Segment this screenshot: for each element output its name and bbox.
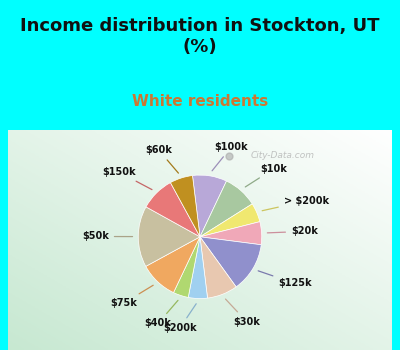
Text: $75k: $75k [110, 285, 153, 308]
Text: White residents: White residents [132, 93, 268, 108]
Wedge shape [192, 175, 226, 237]
Wedge shape [138, 207, 200, 266]
Wedge shape [170, 176, 200, 237]
Wedge shape [146, 183, 200, 237]
Text: $60k: $60k [145, 145, 178, 173]
Text: City-Data.com: City-Data.com [250, 152, 314, 160]
Text: Income distribution in Stockton, UT
(%): Income distribution in Stockton, UT (%) [20, 17, 380, 56]
Wedge shape [200, 222, 262, 245]
Wedge shape [188, 237, 208, 299]
Text: $30k: $30k [226, 299, 260, 327]
Text: $150k: $150k [102, 167, 152, 190]
Text: > $200k: > $200k [262, 196, 329, 211]
Wedge shape [200, 204, 260, 237]
Wedge shape [200, 237, 261, 287]
Text: $50k: $50k [82, 231, 132, 242]
Wedge shape [200, 237, 236, 298]
Text: $10k: $10k [245, 164, 287, 187]
Text: $125k: $125k [258, 271, 312, 288]
Wedge shape [174, 237, 200, 298]
Wedge shape [200, 181, 252, 237]
Text: $40k: $40k [145, 300, 178, 328]
Text: $100k: $100k [212, 142, 248, 171]
Text: $20k: $20k [267, 226, 318, 236]
Text: $200k: $200k [163, 304, 197, 333]
Wedge shape [146, 237, 200, 293]
